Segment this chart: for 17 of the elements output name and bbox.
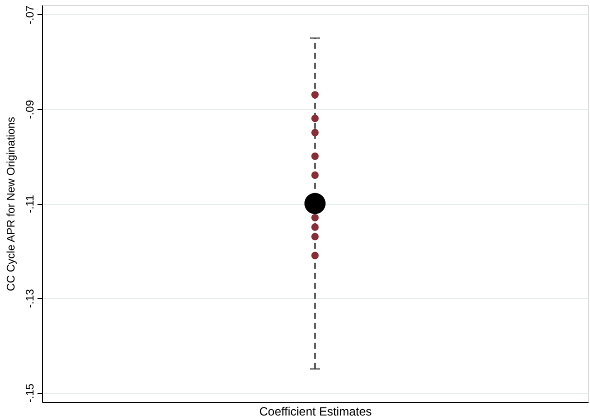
y-tick-label: -.07 [24,5,36,24]
point [311,214,319,222]
x-axis-title: Coefficient Estimates [259,404,372,418]
point [304,192,326,214]
y-tick-label: -.09 [24,100,36,119]
point [311,152,319,160]
point [311,252,319,260]
point [311,171,319,179]
point [311,232,319,240]
y-tick-label: -.13 [24,289,36,308]
point [311,91,319,98]
point [311,114,319,122]
point [311,223,319,231]
y-axis-title: CC Cycle APR for New Originations [6,116,18,292]
point [311,128,319,136]
y-tick-label: -.15 [24,384,36,403]
y-tick-label: -.11 [24,194,36,214]
